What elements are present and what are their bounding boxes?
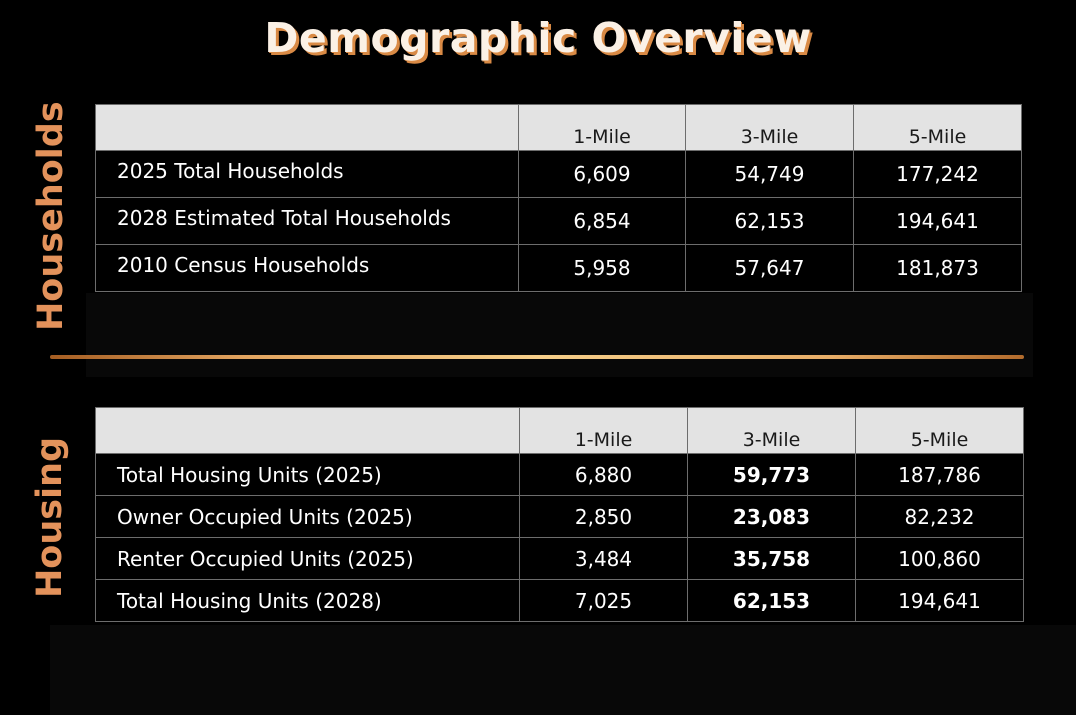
households-table: 1-Mile 3-Mile 5-Mile 2025 Total Househol… bbox=[95, 104, 1022, 292]
cell-value: 6,609 bbox=[518, 150, 686, 198]
cell-value: 177,242 bbox=[853, 150, 1022, 198]
column-header-1-mile: 1-Mile bbox=[519, 407, 688, 454]
column-header-3-mile: 3-Mile bbox=[685, 104, 854, 151]
table-row: Total Housing Units (2025) 6,880 59,773 … bbox=[95, 453, 1024, 496]
table-row: 2028 Estimated Total Households 6,854 62… bbox=[95, 197, 1022, 245]
page-title: Demographic Overview bbox=[264, 14, 812, 62]
row-label: 2010 Census Households bbox=[95, 244, 519, 292]
cell-value: 3,484 bbox=[519, 537, 688, 580]
cell-value: 6,854 bbox=[518, 197, 686, 245]
column-header-5-mile: 5-Mile bbox=[855, 407, 1024, 454]
cell-value: 62,153 bbox=[687, 579, 856, 622]
cell-value: 62,153 bbox=[685, 197, 854, 245]
background-band bbox=[86, 293, 1033, 377]
row-label: Owner Occupied Units (2025) bbox=[95, 495, 520, 538]
row-label: Renter Occupied Units (2025) bbox=[95, 537, 520, 580]
column-header-1-mile: 1-Mile bbox=[518, 104, 686, 151]
row-label: Total Housing Units (2025) bbox=[95, 453, 520, 496]
cell-value: 7,025 bbox=[519, 579, 688, 622]
housing-section-label: Housing bbox=[30, 436, 70, 598]
row-label: 2025 Total Households bbox=[95, 150, 519, 198]
cell-value: 2,850 bbox=[519, 495, 688, 538]
housing-table: 1-Mile 3-Mile 5-Mile Total Housing Units… bbox=[95, 407, 1024, 622]
cell-value: 100,860 bbox=[855, 537, 1024, 580]
table-row: 2010 Census Households 5,958 57,647 181,… bbox=[95, 244, 1022, 292]
row-label: Total Housing Units (2028) bbox=[95, 579, 520, 622]
cell-value: 54,749 bbox=[685, 150, 854, 198]
cell-value: 82,232 bbox=[855, 495, 1024, 538]
table-row: Total Housing Units (2028) 7,025 62,153 … bbox=[95, 579, 1024, 622]
cell-value: 35,758 bbox=[687, 537, 856, 580]
cell-value: 59,773 bbox=[687, 453, 856, 496]
background-band bbox=[50, 625, 1076, 715]
cell-value: 6,880 bbox=[519, 453, 688, 496]
column-header-3-mile: 3-Mile bbox=[687, 407, 856, 454]
column-header-5-mile: 5-Mile bbox=[853, 104, 1022, 151]
cell-value: 5,958 bbox=[518, 244, 686, 292]
households-section-label: Households bbox=[31, 101, 71, 331]
column-header bbox=[95, 407, 520, 454]
cell-value: 57,647 bbox=[685, 244, 854, 292]
table-header-row: 1-Mile 3-Mile 5-Mile bbox=[95, 104, 1022, 151]
cell-value: 23,083 bbox=[687, 495, 856, 538]
row-label: 2028 Estimated Total Households bbox=[95, 197, 519, 245]
cell-value: 194,641 bbox=[855, 579, 1024, 622]
table-row: 2025 Total Households 6,609 54,749 177,2… bbox=[95, 150, 1022, 198]
table-header-row: 1-Mile 3-Mile 5-Mile bbox=[95, 407, 1024, 454]
table-row: Owner Occupied Units (2025) 2,850 23,083… bbox=[95, 495, 1024, 538]
table-row: Renter Occupied Units (2025) 3,484 35,75… bbox=[95, 537, 1024, 580]
cell-value: 181,873 bbox=[853, 244, 1022, 292]
column-header bbox=[95, 104, 519, 151]
cell-value: 187,786 bbox=[855, 453, 1024, 496]
cell-value: 194,641 bbox=[853, 197, 1022, 245]
section-divider-stroke bbox=[50, 355, 1024, 359]
